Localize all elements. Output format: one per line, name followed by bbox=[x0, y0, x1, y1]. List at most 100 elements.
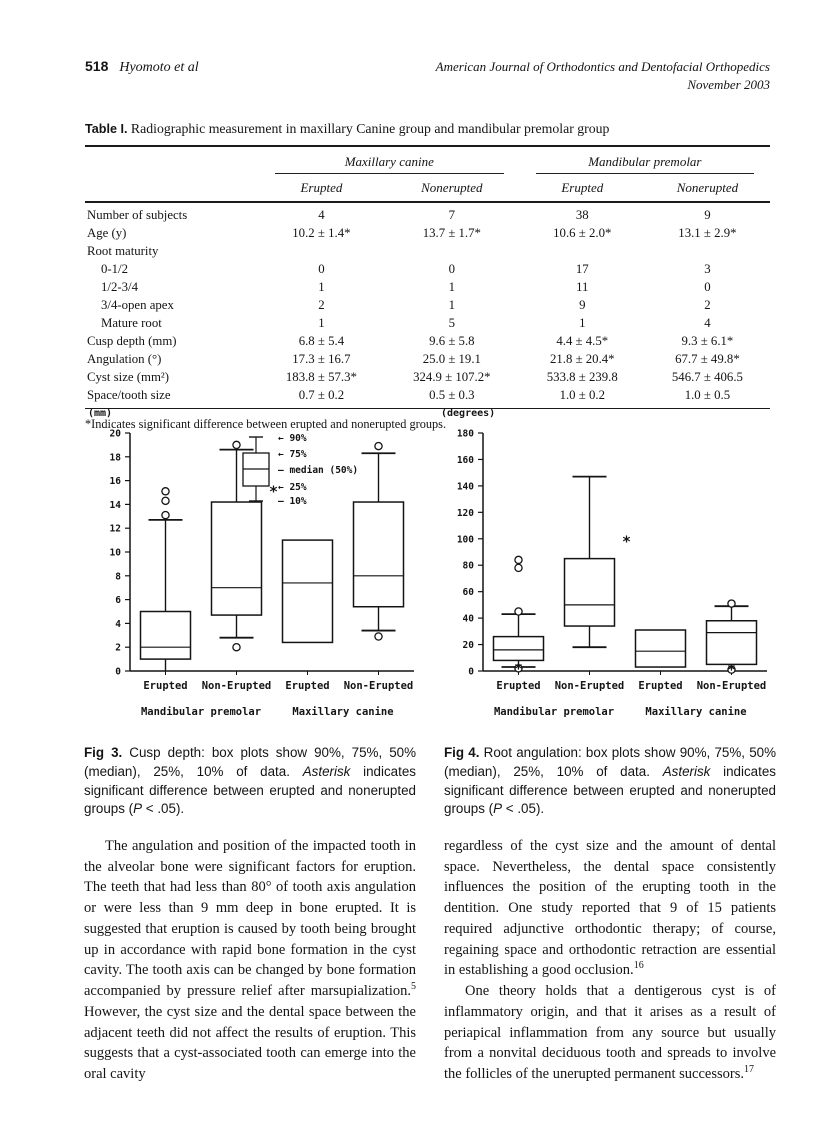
fig4-caption-p: P bbox=[493, 801, 503, 817]
table-cell: 0 bbox=[704, 280, 711, 294]
reference-superscript: 17 bbox=[743, 1064, 754, 1076]
svg-text:— median (50%): — median (50%) bbox=[278, 465, 358, 476]
svg-text:Non-Erupted: Non-Erupted bbox=[697, 680, 767, 692]
table-cell: 10.2 ± 1.4* bbox=[292, 226, 351, 240]
paragraph: The angulation and position of the impac… bbox=[84, 836, 416, 1085]
sub-header-nonerupted-premolar: Nonerupted bbox=[644, 174, 770, 203]
journal-name: American Journal of Orthodontics and Den… bbox=[435, 59, 770, 74]
table-cell: 67.7 ± 49.8* bbox=[675, 352, 740, 366]
reference-superscript: 16 bbox=[633, 960, 644, 972]
row-label: Space/tooth size bbox=[85, 386, 259, 409]
row-label: Cyst size (mm²) bbox=[87, 370, 170, 384]
paragraph-text: However, the cyst size and the dental sp… bbox=[84, 1003, 416, 1083]
table-row: Cyst size (mm²) 183.8 ± 57.3* 324.9 ± 107.… bbox=[85, 369, 770, 387]
reference-superscript: 5 bbox=[411, 981, 416, 993]
table-cell: 1 bbox=[318, 316, 325, 330]
row-label: Angulation (°) bbox=[87, 352, 162, 366]
table-cell: 5 bbox=[448, 316, 456, 330]
table-cell: 9 bbox=[704, 208, 711, 222]
paragraph-text: regardless of the cyst size and the amou… bbox=[444, 838, 776, 979]
row-label: 1/2-3/4 bbox=[101, 280, 138, 294]
row-label: Age (y) bbox=[87, 226, 127, 240]
svg-text:6: 6 bbox=[115, 595, 121, 606]
measurement-table: Maxillary canine Mandibular premolar Eru… bbox=[85, 145, 770, 409]
fig4-caption-asterisk-word: Asterisk bbox=[662, 763, 711, 779]
svg-text:160: 160 bbox=[457, 455, 474, 466]
figures-row: (mm) 0 2 4 6 8 10 12 14 16 18 20 Erupted * Non-Erupted… bbox=[84, 403, 776, 733]
table-footnote: *Indicates significant difference betwee… bbox=[85, 417, 447, 431]
svg-text:40: 40 bbox=[463, 614, 475, 625]
svg-text:100: 100 bbox=[457, 534, 474, 545]
table-caption: Table I. Radiographic measurement in max… bbox=[85, 121, 770, 137]
svg-text:14: 14 bbox=[110, 500, 122, 511]
measurement-table-body: Number of subjects 4 7 38 9 Age (y) 10.2 ± 1.4… bbox=[85, 202, 770, 409]
svg-text:4: 4 bbox=[115, 619, 121, 630]
table-cell: 9.6 ± 5.8 bbox=[429, 334, 475, 348]
table-row: Angulation (°) 17.3 ± 16.7 25.0 ± 19.1 21.8… bbox=[85, 351, 770, 369]
table-cell: 38 bbox=[575, 208, 589, 222]
table-row: Age (y) 10.2 ± 1.4* 13.7 ± 1.7* 10.6 ± 2.0*… bbox=[85, 225, 770, 243]
table-cell: 9 bbox=[579, 298, 586, 312]
row-label: Cusp depth (mm) bbox=[87, 334, 177, 348]
svg-text:Erupted: Erupted bbox=[285, 680, 329, 692]
svg-text:0: 0 bbox=[115, 667, 121, 678]
table-cell: 6.8 ± 5.4 bbox=[298, 334, 345, 348]
svg-text:Non-Erupted: Non-Erupted bbox=[202, 680, 272, 692]
table-row: 3/4-open apex 2 1 9 2 bbox=[85, 297, 770, 315]
table-cell: 7 bbox=[448, 208, 456, 222]
fig4-caption-text: Root angulation: box plots show 90%, 75%… bbox=[444, 745, 776, 779]
measurement-table-head: Maxillary canine Mandibular premolar Eru… bbox=[85, 146, 770, 203]
table-cell: 13.1 ± 2.9* bbox=[678, 226, 737, 240]
table-cell bbox=[520, 243, 645, 261]
table-row: 1/2-3/4 1 1 11 0 bbox=[85, 279, 770, 297]
svg-text:(degrees): (degrees) bbox=[441, 408, 495, 419]
sub-header-nonerupted-canine: Nonerupted bbox=[383, 174, 520, 203]
table-block: Table I. Radiographic measurement in max… bbox=[85, 121, 770, 432]
table-cell: 17 bbox=[575, 262, 589, 276]
group-header-label: Mandibular premolar bbox=[535, 154, 754, 174]
journal-issue-date: November 2003 bbox=[687, 76, 770, 92]
table-cell: 4.4 ± 4.5* bbox=[556, 334, 609, 348]
table-cell: 21.8 ± 20.4* bbox=[549, 352, 615, 366]
table-cell: 1 bbox=[579, 316, 586, 330]
svg-text:10: 10 bbox=[110, 548, 122, 559]
fig3-caption-asterisk-word: Asterisk bbox=[302, 763, 351, 779]
running-header-left: 518 Hyomoto et al bbox=[85, 58, 199, 76]
svg-text:*: * bbox=[622, 533, 631, 551]
journal-name-block: American Journal of Orthodontics and Den… bbox=[436, 58, 770, 93]
svg-text:120: 120 bbox=[457, 508, 474, 519]
svg-text:80: 80 bbox=[463, 561, 475, 572]
row-label: Mature root bbox=[101, 316, 162, 330]
table-cell: 1 bbox=[448, 280, 456, 294]
table-cell: 1 bbox=[448, 298, 456, 312]
svg-text:20: 20 bbox=[463, 640, 475, 651]
svg-text:← 25%: ← 25% bbox=[278, 482, 307, 493]
svg-text:*: * bbox=[514, 662, 522, 678]
table-cell: 11 bbox=[576, 280, 589, 294]
table-cell: 183.8 ± 57.3* bbox=[285, 370, 357, 384]
table-row: Mature root 1 5 1 4 bbox=[85, 315, 770, 333]
fig4-boxplot-root-angulation: (degrees) 0 20 40 60 80 100 120 140 160 180 * Erupte… bbox=[441, 408, 767, 718]
table-row: Cusp depth (mm) 6.8 ± 5.4 9.6 ± 5.8 4.4 ± 4… bbox=[85, 333, 770, 351]
running-authors: Hyomoto et al bbox=[119, 60, 199, 75]
group-header-row: Maxillary canine Mandibular premolar bbox=[85, 146, 770, 174]
paragraph-text: One theory holds that a dentigerous cyst… bbox=[444, 983, 776, 1083]
table-cell: 1.0 ± 0.5 bbox=[644, 386, 770, 409]
svg-text:— 10%: — 10% bbox=[278, 496, 307, 507]
row-label: 0-1/2 bbox=[101, 262, 129, 276]
svg-text:Maxillary canine: Maxillary canine bbox=[292, 706, 393, 718]
table-cell: 9.3 ± 6.1* bbox=[681, 334, 734, 348]
table-label: Table I. bbox=[85, 122, 128, 136]
svg-text:← 75%: ← 75% bbox=[278, 449, 307, 460]
empty-header-cell bbox=[85, 146, 259, 174]
right-column: regardless of the cyst size and the amou… bbox=[444, 836, 776, 1085]
svg-text:Mandibular premolar: Mandibular premolar bbox=[494, 706, 614, 718]
group-header-label: Maxillary canine bbox=[274, 154, 504, 174]
table-cell bbox=[645, 243, 770, 261]
group-header-mandibular-premolar: Mandibular premolar bbox=[520, 146, 770, 174]
svg-text:20: 20 bbox=[110, 429, 122, 440]
svg-text:Erupted: Erupted bbox=[496, 680, 540, 692]
table-cell: 13.7 ± 1.7* bbox=[422, 226, 481, 240]
fig3-caption-text: Cusp depth: box plots show 90%, 75%, 50%… bbox=[84, 745, 416, 779]
